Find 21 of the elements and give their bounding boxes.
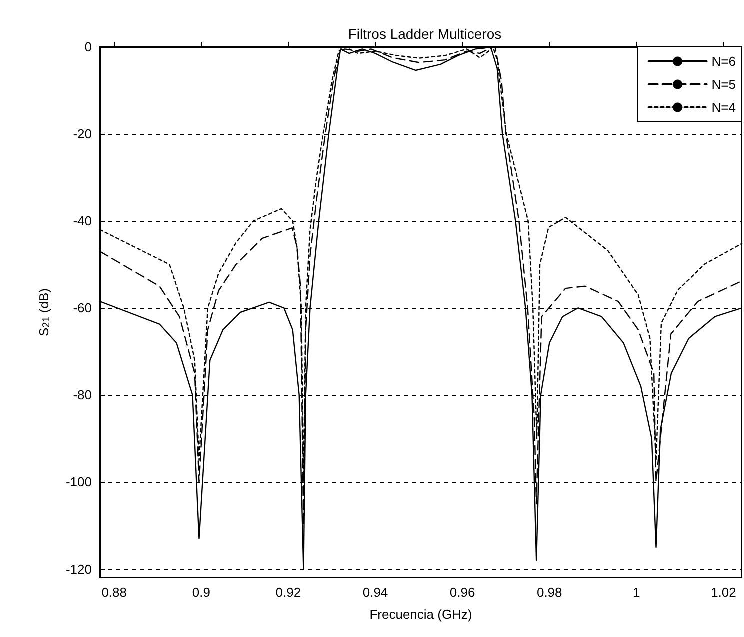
- x-tick-label: 1.02: [711, 585, 736, 600]
- x-tick-label: 0.96: [450, 585, 476, 600]
- y-tick-label: -120: [66, 562, 92, 577]
- y-tick-label: 0: [84, 40, 92, 54]
- y-tick-label: -100: [66, 474, 92, 490]
- x-tick-label: 0.98: [536, 585, 562, 600]
- x-tick-label: 0.88: [102, 585, 128, 600]
- y-axis-title: S21 (dB): [36, 288, 52, 336]
- y-tick-label: -60: [73, 300, 92, 316]
- x-tick-label: 0.94: [362, 585, 388, 600]
- y-tick-label: -80: [73, 388, 92, 403]
- y-tick-label: -40: [73, 214, 92, 229]
- legend-label: N=4: [712, 100, 736, 115]
- chart-title: Filtros Ladder Multiceros: [348, 26, 502, 42]
- x-tick-label: 1: [633, 585, 640, 600]
- x-axis-title: Frecuencia (GHz): [370, 607, 472, 622]
- legend-label: N=6: [712, 54, 736, 69]
- y-tick-label: -20: [73, 126, 92, 142]
- x-tick-label: 0.92: [276, 585, 302, 600]
- legend-label: N=5: [712, 77, 736, 92]
- x-tick-label: 0.9: [192, 585, 210, 600]
